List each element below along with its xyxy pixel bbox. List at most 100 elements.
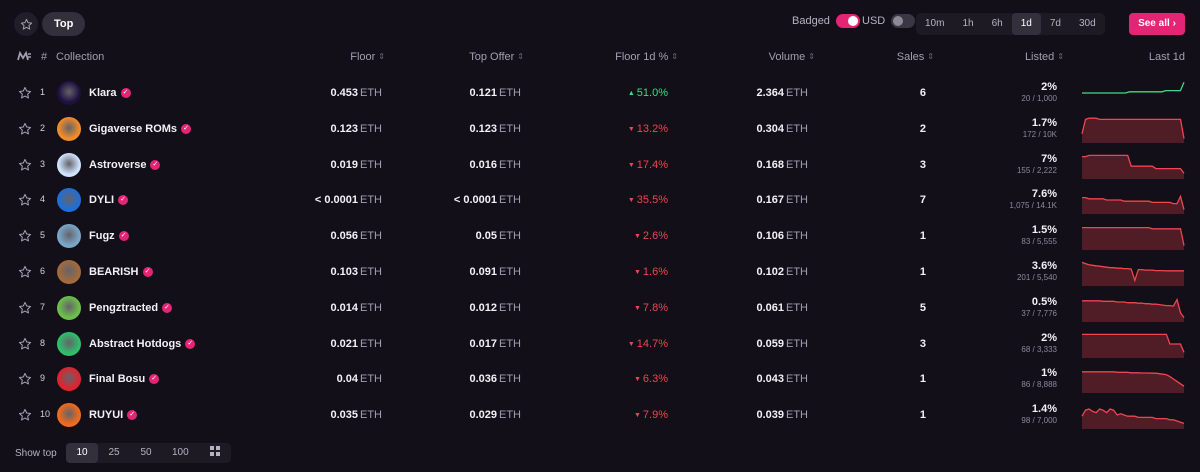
eth-unit: ETH — [360, 158, 382, 171]
table-row[interactable]: 5 Fugz ✓ 0.056 ETH 0.05 ETH ▼ 2.6% 0.106 ETH 1 1.5% 8… — [0, 218, 1200, 254]
sales-count: 2 — [919, 122, 926, 135]
star-icon[interactable] — [18, 372, 32, 386]
floor-header[interactable]: Floor ⇕ — [350, 51, 385, 63]
collection-avatar[interactable] — [57, 81, 81, 105]
collection-avatar[interactable] — [57, 403, 81, 428]
collection-avatar[interactable] — [57, 367, 81, 392]
listed-percent: 2% — [1041, 331, 1057, 344]
table-row[interactable]: 10 RUYUI ✓ 0.035 ETH 0.029 ETH ▼ 7.9% 0.039 ETH 1 1.… — [0, 397, 1200, 433]
star-icon[interactable] — [18, 122, 32, 136]
table-header: # Collection Floor ⇕ Top Offer ⇕ Floor 1d … — [0, 46, 1200, 68]
page-size-10[interactable]: 10 — [66, 443, 98, 463]
collection-name[interactable]: Klara ✓ — [89, 87, 131, 99]
rank: 4 — [40, 194, 46, 205]
page-size-selector: 10 25 50 100 — [66, 443, 231, 463]
collection-name-text: BEARISH — [89, 265, 139, 278]
timeframe-10m[interactable]: 10m — [925, 18, 945, 29]
see-all-button[interactable]: See all › — [1129, 13, 1185, 35]
timeframe-1h[interactable]: 1h — [962, 18, 974, 29]
listed: 1.7% 172 / 10K — [1023, 117, 1057, 139]
collection-name-text: Final Bosu — [89, 373, 146, 386]
top-offer-header[interactable]: Top Offer ⇕ — [469, 51, 524, 63]
sparkline-line — [1082, 371, 1185, 388]
star-icon[interactable] — [18, 86, 32, 100]
eth-unit: ETH — [786, 87, 808, 99]
eth-unit: ETH — [499, 373, 521, 386]
floor-price: 0.103 ETH — [330, 266, 382, 278]
collection-name[interactable]: Gigaverse ROMs ✓ — [89, 123, 192, 135]
timeframe-6h[interactable]: 6h — [991, 18, 1003, 29]
collection-name[interactable]: RUYUI ✓ — [89, 409, 138, 421]
collection-name[interactable]: BEARISH ✓ — [89, 266, 153, 278]
timeframe-7d[interactable]: 7d — [1049, 18, 1061, 29]
volume-header[interactable]: Volume ⇕ — [769, 51, 815, 63]
table-row[interactable]: 7 Pengztracted ✓ 0.014 ETH 0.012 ETH ▼ 7.8% 0.061… — [0, 290, 1200, 326]
sparkline-area — [1082, 372, 1184, 394]
star-icon[interactable] — [18, 229, 32, 243]
listed-count: 83 / 5,555 — [1021, 237, 1057, 247]
table-row[interactable]: 9 Final Bosu ✓ 0.04 ETH 0.036 ETH ▼ 6.3% 0.043 ETH… — [0, 361, 1200, 397]
floor-price: < 0.0001 ETH — [315, 194, 382, 206]
star-icon[interactable] — [18, 193, 32, 207]
arrow-down-icon: ▼ — [633, 376, 641, 384]
sales-count: 1 — [919, 373, 926, 386]
floor-change-header[interactable]: Floor 1d % ⇕ — [615, 51, 678, 63]
eth-unit: ETH — [786, 158, 808, 171]
page-size-25[interactable]: 25 — [108, 447, 120, 458]
usd-toggle[interactable] — [891, 14, 916, 28]
table-row[interactable]: 2 Gigaverse ROMs ✓ 0.123 ETH 0.123 ETH ▼ 13.2% 0.… — [0, 111, 1200, 147]
table-row[interactable]: 3 Astroverse ✓ 0.019 ETH 0.016 ETH ▼ 17.4% 0.168 E… — [0, 147, 1200, 183]
top-offer-value: < 0.0001 — [453, 194, 497, 207]
top-offer-value: 0.017 — [469, 337, 497, 350]
floor-change: ▼ 14.7% — [628, 338, 668, 350]
table-row[interactable]: 6 BEARISH ✓ 0.103 ETH 0.091 ETH ▼ 1.6% 0.102 ETH 1 3… — [0, 254, 1200, 290]
chevron-right-icon: › — [1172, 18, 1176, 29]
star-icon[interactable] — [18, 158, 32, 172]
volume: 0.059 ETH — [756, 338, 808, 350]
collection-avatar[interactable] — [57, 331, 81, 356]
collection-name[interactable]: Fugz ✓ — [89, 230, 129, 242]
star-icon[interactable] — [18, 408, 32, 422]
collection-avatar[interactable] — [57, 224, 81, 249]
listed-header-label: Listed — [1024, 51, 1055, 63]
favorites-star-button[interactable] — [14, 12, 38, 36]
table-row[interactable]: 4 DYLI ✓ < 0.0001 ETH < 0.0001 ETH ▼ 35.5% 0.167 E… — [0, 182, 1200, 218]
sparkline-area — [1082, 117, 1184, 143]
timeframe-1d[interactable]: 1d — [1011, 13, 1041, 35]
top-tab[interactable]: Top — [42, 12, 86, 36]
page-size-100[interactable]: 100 — [172, 447, 189, 458]
listed-header[interactable]: Listed ⇕ — [1025, 51, 1064, 63]
collection-avatar[interactable] — [57, 295, 81, 320]
page-size-50[interactable]: 50 — [140, 447, 152, 458]
star-icon[interactable] — [18, 265, 32, 279]
collection-name[interactable]: Astroverse ✓ — [89, 159, 161, 171]
collection-name[interactable]: Final Bosu ✓ — [89, 373, 160, 386]
collection-name[interactable]: Pengztracted ✓ — [89, 302, 173, 314]
collection-avatar[interactable] — [57, 188, 81, 213]
volume: 0.102 ETH — [756, 266, 808, 278]
badged-label: Badged — [792, 15, 830, 27]
collection-avatar[interactable] — [57, 259, 81, 284]
listed: 3.6% 201 / 5,540 — [1017, 260, 1057, 282]
listed: 2% 68 / 3,333 — [1021, 332, 1057, 354]
sparkline-chart — [1082, 333, 1185, 358]
grid-view-button[interactable] — [199, 443, 231, 463]
table-row[interactable]: 1 Klara ✓ 0.453 ETH 0.121 ETH ▲ 51.0% 2.364 ETH 6 2%… — [0, 75, 1200, 111]
sales-header[interactable]: Sales ⇕ — [897, 51, 934, 63]
rank: 8 — [40, 337, 46, 348]
collection-avatar[interactable] — [57, 116, 81, 141]
rank: 5 — [40, 230, 46, 241]
collection-name[interactable]: Abstract Hotdogs ✓ — [89, 338, 196, 350]
star-icon[interactable] — [18, 337, 32, 351]
collection-name[interactable]: DYLI ✓ — [89, 194, 129, 206]
sparkline-chart — [1082, 227, 1185, 251]
timeframe-30d[interactable]: 30d — [1078, 18, 1096, 29]
eth-unit: ETH — [360, 87, 382, 99]
badged-toggle[interactable] — [835, 14, 860, 28]
see-all-label: See all — [1138, 18, 1170, 29]
collection-avatar[interactable] — [57, 152, 81, 177]
table-row[interactable]: 8 Abstract Hotdogs ✓ 0.021 ETH 0.017 ETH ▼ 14.7%… — [0, 326, 1200, 362]
magic-eden-logo-icon — [17, 50, 31, 65]
collection-name-text: Klara — [89, 87, 117, 99]
star-icon[interactable] — [18, 301, 32, 315]
